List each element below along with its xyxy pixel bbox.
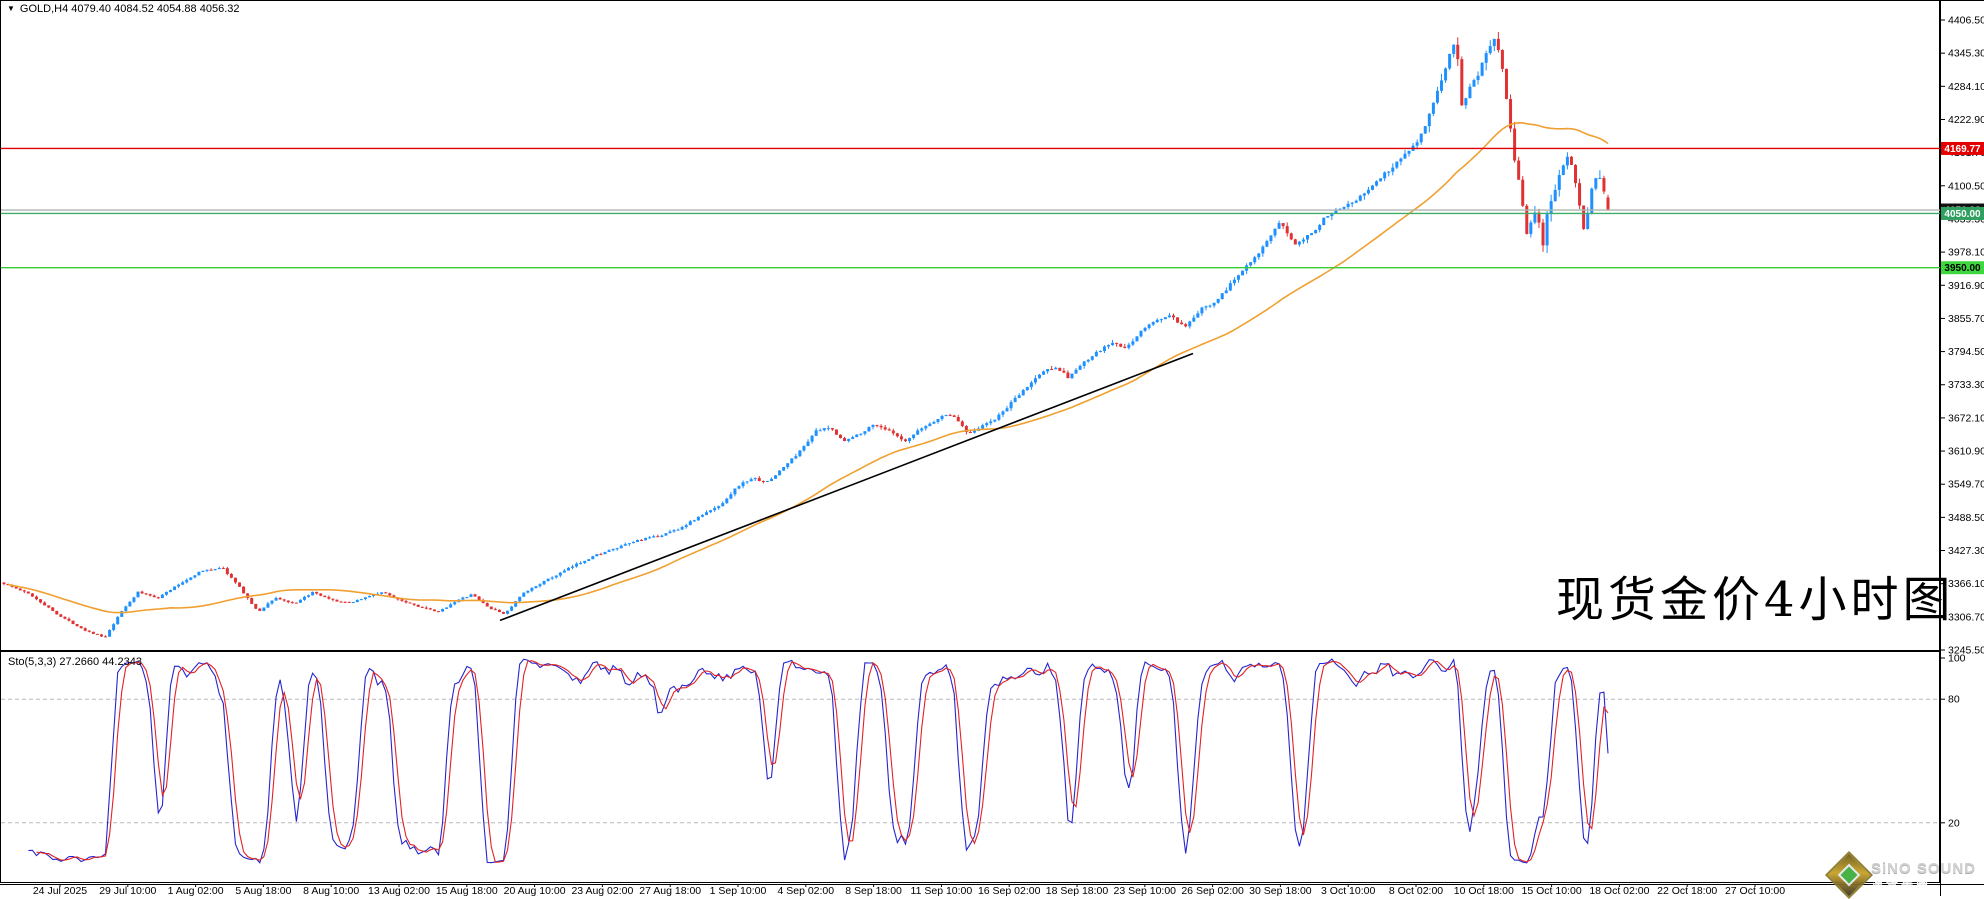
symbol-quote-text: GOLD,H4 4079.40 4084.52 4054.88 4056.32 — [19, 3, 240, 15]
price-tick-label: 3306.70 — [1948, 611, 1984, 623]
price-tick-label: 3610.90 — [1948, 446, 1984, 458]
price-tick-label: 3427.30 — [1948, 545, 1984, 557]
stochastic-indicator-label: Sto(5,3,3) 27.2660 44.2343 — [8, 656, 142, 668]
time-tick-label: 16 Sep 02:00 — [978, 885, 1041, 896]
time-tick-label: 15 Oct 10:00 — [1522, 885, 1582, 896]
time-tick-label: 13 Aug 02:00 — [368, 885, 430, 896]
price-badge — [1941, 261, 1984, 275]
time-tick-label: 26 Sep 02:00 — [1181, 885, 1244, 896]
price-tick-label: 4345.30 — [1948, 48, 1984, 60]
price-tick-label: 4222.90 — [1948, 114, 1984, 126]
broker-watermark: SiNO SOUND 漢聲集團 — [1824, 850, 1976, 899]
svg-text:3950.00: 3950.00 — [1944, 263, 1981, 274]
time-tick-label: 18 Oct 02:00 — [1589, 885, 1649, 896]
sto-main-line — [28, 658, 1609, 864]
trendline[interactable] — [499, 352, 1194, 622]
price-tick-label: 3733.30 — [1948, 379, 1984, 391]
time-tick-label: 27 Oct 10:00 — [1725, 885, 1785, 896]
broker-brand-name: SiNO SOUND — [1870, 859, 1976, 877]
time-tick-label: 22 Oct 18:00 — [1657, 885, 1717, 896]
time-tick-label: 5 Aug 18:00 — [235, 885, 291, 896]
price-tick-label: 3855.70 — [1948, 313, 1984, 325]
price-tick-label: 3245.50 — [1948, 645, 1984, 657]
time-axis[interactable]: 24 Jul 2025 29 Jul 10:00 1 Aug 02:00 5 Aug … — [33, 884, 1785, 896]
price-tick-label: 3549.70 — [1948, 479, 1984, 491]
stochastic-panel[interactable]: 100 80 20 — [1, 653, 1966, 864]
sto-level-label: 20 — [1948, 817, 1960, 829]
time-tick-label: 8 Aug 10:00 — [303, 885, 359, 896]
time-tick-label: 24 Jul 2025 — [33, 885, 87, 896]
time-tick-label: 20 Aug 10:00 — [504, 885, 566, 896]
price-tick-label: 3366.10 — [1948, 578, 1984, 590]
time-tick-label: 29 Jul 10:00 — [99, 885, 156, 896]
time-tick-label: 8 Sep 18:00 — [845, 885, 902, 896]
price-tick-label: 3488.50 — [1948, 512, 1984, 524]
candlestick-series — [2, 32, 1610, 638]
price-tick-label: 3978.10 — [1948, 247, 1984, 259]
price-badge — [1941, 141, 1984, 155]
time-tick-label: 10 Oct 18:00 — [1454, 885, 1514, 896]
time-tick-label: 30 Sep 18:00 — [1249, 885, 1312, 896]
price-axis[interactable]: 4406.504345.304284.104222.904161.704100.… — [1940, 15, 1984, 657]
sto-signal-line — [36, 660, 1609, 863]
price-tick-label: 4284.10 — [1948, 81, 1984, 93]
svg-text:4169.77: 4169.77 — [1944, 144, 1981, 155]
symbol-dropdown-icon[interactable]: ▼ — [7, 4, 15, 13]
price-tick-label: 3672.10 — [1948, 412, 1984, 424]
time-tick-label: 3 Oct 10:00 — [1321, 885, 1375, 896]
time-tick-label: 23 Sep 10:00 — [1114, 885, 1177, 896]
moving-average-line — [7, 121, 1609, 614]
broker-logo-icon — [1824, 850, 1874, 899]
symbol-quote-bar: ▼ GOLD,H4 4079.40 4084.52 4054.88 4056.3… — [7, 3, 240, 15]
time-tick-label: 8 Oct 02:00 — [1389, 885, 1443, 896]
time-tick-label: 1 Aug 02:00 — [168, 885, 224, 896]
chart-title-annotation: 现货金价4小时图 — [1556, 572, 1955, 628]
time-tick-label: 23 Aug 02:00 — [571, 885, 633, 896]
time-tick-label: 11 Sep 10:00 — [911, 885, 973, 896]
time-tick-label: 18 Sep 18:00 — [1046, 885, 1109, 896]
broker-brand-name-cn: 漢聲集團 — [1870, 875, 1931, 890]
price-tick-label: 4100.50 — [1948, 180, 1984, 192]
time-tick-label: 1 Sep 10:00 — [710, 885, 767, 896]
price-badge — [1941, 206, 1984, 220]
price-tick-label: 3916.90 — [1948, 280, 1984, 292]
svg-text:4050.00: 4050.00 — [1944, 209, 1981, 220]
time-tick-label: 4 Sep 02:00 — [777, 885, 834, 896]
sto-level-label: 100 — [1948, 653, 1966, 665]
price-tick-label: 4406.50 — [1948, 15, 1984, 27]
time-tick-label: 27 Aug 18:00 — [639, 885, 701, 896]
price-tick-label: 3794.50 — [1948, 346, 1984, 358]
sto-level-label: 80 — [1948, 694, 1960, 706]
time-tick-label: 15 Aug 18:00 — [436, 885, 498, 896]
